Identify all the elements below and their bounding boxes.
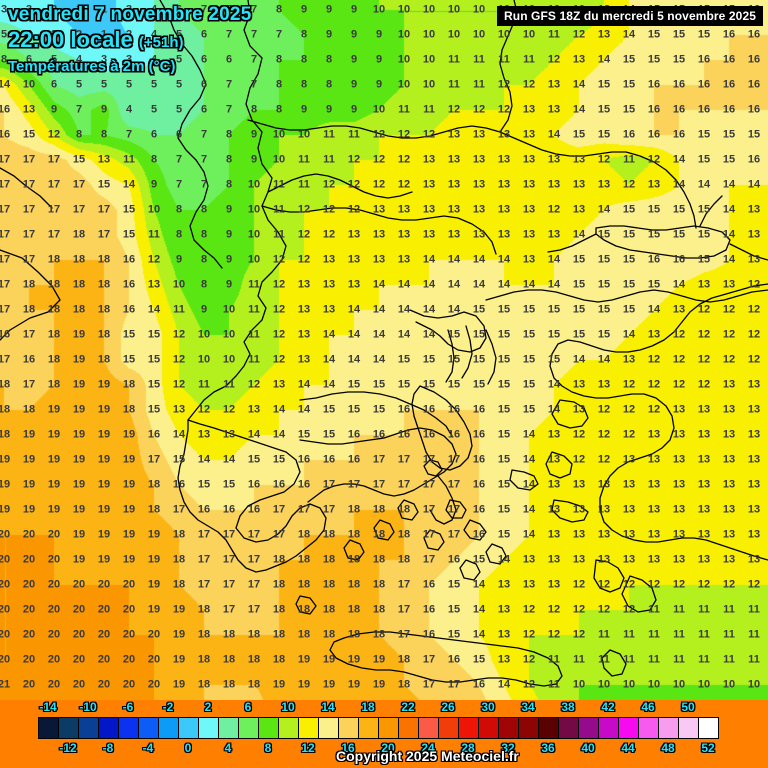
legend-swatch [438, 717, 459, 739]
legend-swatch [458, 717, 479, 739]
legend-swatch [138, 717, 159, 739]
legend-tick-label: 0 [184, 741, 192, 755]
legend-swatch [578, 717, 599, 739]
legend-swatch [78, 717, 99, 739]
legend-tick-label: -8 [102, 741, 114, 755]
legend-tick-label: 4 [224, 741, 232, 755]
legend-swatch [398, 717, 419, 739]
legend-swatch [278, 717, 299, 739]
legend-swatch [518, 717, 539, 739]
legend-swatch [638, 717, 659, 739]
legend-swatch [378, 717, 399, 739]
legend-swatch [178, 717, 199, 739]
legend-tick-label: -14 [39, 700, 57, 714]
legend-tick-label: 22 [401, 700, 415, 714]
legend-tick-label: -12 [59, 741, 77, 755]
legend-swatch [618, 717, 639, 739]
legend-swatch [558, 717, 579, 739]
legend-swatch [118, 717, 139, 739]
legend-swatch [258, 717, 279, 739]
legend-tick-label: 8 [264, 741, 272, 755]
forecast-date-label: vendredi 7 novembre 2025 [8, 4, 252, 25]
legend-tick-label: 48 [661, 741, 675, 755]
legend-tick-label: -10 [79, 700, 97, 714]
legend-swatch [338, 717, 359, 739]
legend-tick-label: 2 [204, 700, 212, 714]
legend-swatch [498, 717, 519, 739]
legend-swatch [478, 717, 499, 739]
legend-tick-label: 38 [561, 700, 575, 714]
legend-swatch [318, 717, 339, 739]
legend-swatch [358, 717, 379, 739]
forecast-time-label: 22:00 locale (+51h) [8, 27, 251, 53]
legend-swatch [38, 717, 59, 739]
legend-tick-label: 14 [321, 700, 335, 714]
forecast-lead-time: (+51h) [138, 34, 184, 51]
model-run-banner: Run GFS 18Z du mercredi 5 novembre 2025 [497, 6, 763, 26]
legend-tick-label: 50 [681, 700, 695, 714]
legend-swatch [658, 717, 679, 739]
legend-tick-label: 10 [281, 700, 295, 714]
legend-tick-label: 46 [641, 700, 655, 714]
map-title-block: vendredi 7 novembre 2025 22:00 locale (+… [8, 4, 251, 75]
legend-tick-label: 30 [481, 700, 495, 714]
legend-swatch [198, 717, 219, 739]
legend-tick-label: -2 [162, 700, 174, 714]
temperature-heatmap-canvas [0, 0, 768, 700]
legend-tick-label: -4 [142, 741, 154, 755]
legend-swatch [678, 717, 699, 739]
legend-swatch [58, 717, 79, 739]
color-scale-bar [38, 717, 719, 739]
legend-tick-label: 18 [361, 700, 375, 714]
legend-tick-label: 6 [244, 700, 252, 714]
legend-tick-label: 52 [701, 741, 715, 755]
legend-swatch [538, 717, 559, 739]
legend-tick-label: 40 [581, 741, 595, 755]
legend-tick-label: -6 [122, 700, 134, 714]
legend-tick-label: 34 [521, 700, 535, 714]
legend-swatch [158, 717, 179, 739]
forecast-time-value: 22:00 locale [8, 27, 133, 52]
parameter-label: Températures à 2m (°C) [8, 58, 176, 75]
copyright-label: Copyright 2025 Meteociel.fr [336, 748, 519, 764]
legend-swatch [418, 717, 439, 739]
legend-swatch [298, 717, 319, 739]
legend-tick-label: 36 [541, 741, 555, 755]
legend-swatch [238, 717, 259, 739]
legend-tick-label: 26 [441, 700, 455, 714]
legend-swatch [218, 717, 239, 739]
legend-tick-label: 44 [621, 741, 635, 755]
legend-swatch [98, 717, 119, 739]
legend-tick-label: 12 [301, 741, 315, 755]
legend-swatch [698, 717, 719, 739]
legend-tick-label: 42 [601, 700, 615, 714]
legend-swatch [598, 717, 619, 739]
